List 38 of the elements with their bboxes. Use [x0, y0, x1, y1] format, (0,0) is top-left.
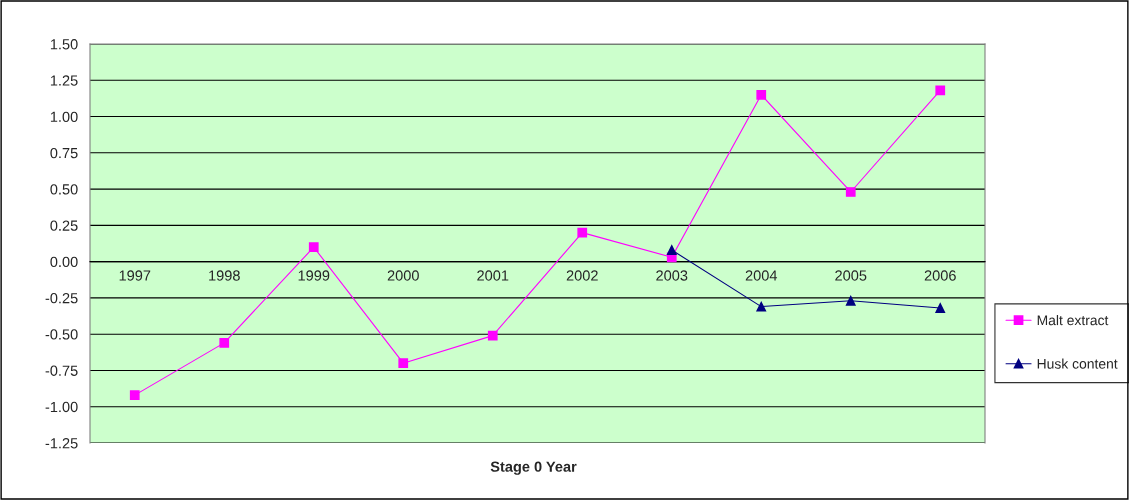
y-tick-label: -0.25 [45, 293, 78, 304]
point [219, 338, 230, 348]
y-tick-label: 1.25 [50, 75, 78, 86]
point [845, 295, 856, 306]
point [398, 358, 409, 369]
point [577, 227, 588, 238]
y-tick-label: 1.50 [50, 39, 78, 50]
point [935, 303, 946, 313]
y-tick-label: -1.25 [45, 438, 78, 449]
x-tick-label: 1998 [209, 270, 240, 281]
y-tick-label: 0.75 [50, 147, 78, 159]
x-tick-label: 1999 [298, 270, 330, 281]
point [756, 301, 767, 312]
y-tick-label: 0.25 [50, 220, 78, 231]
x-tick-label: 2001 [477, 270, 509, 281]
x-axis-title: Stage 0 Year [490, 461, 577, 475]
y-tick-label: 0.00 [50, 256, 78, 268]
y-tick-label: 0.50 [50, 184, 78, 195]
point [487, 330, 498, 341]
point [935, 85, 946, 96]
x-tick-label: 1997 [119, 270, 151, 281]
x-tick-label: 2000 [387, 270, 419, 281]
x-tick-label: 2004 [745, 270, 778, 281]
point [845, 187, 856, 197]
x-tick-label: 2003 [656, 270, 688, 281]
y-tick-label: -0.75 [45, 365, 78, 376]
x-tick-label: 2002 [566, 270, 598, 281]
point [756, 89, 767, 100]
point [666, 245, 677, 255]
point [129, 390, 140, 400]
y-tick-label: -1.00 [45, 401, 78, 413]
legend-label: Husk content [1037, 358, 1118, 369]
legend-label: Malt extract [1037, 315, 1109, 326]
y-tick-label: -0.50 [45, 329, 78, 340]
y-tick-label: 1.00 [50, 111, 78, 122]
x-tick-label: 2006 [924, 270, 956, 281]
point [308, 242, 319, 252]
x-tick-label: 2005 [835, 270, 867, 281]
